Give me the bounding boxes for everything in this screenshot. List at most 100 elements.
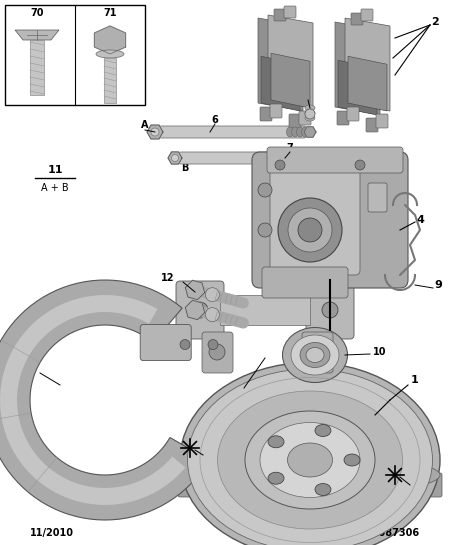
Text: 71: 71 bbox=[103, 8, 117, 18]
Polygon shape bbox=[169, 153, 181, 163]
Text: 12: 12 bbox=[161, 273, 175, 283]
Ellipse shape bbox=[306, 348, 324, 362]
Ellipse shape bbox=[305, 110, 315, 116]
Circle shape bbox=[278, 198, 342, 262]
Ellipse shape bbox=[96, 50, 124, 58]
FancyBboxPatch shape bbox=[260, 107, 272, 121]
Circle shape bbox=[288, 208, 332, 252]
FancyBboxPatch shape bbox=[159, 126, 306, 138]
Text: 8: 8 bbox=[302, 90, 308, 100]
Circle shape bbox=[322, 302, 338, 318]
FancyBboxPatch shape bbox=[267, 147, 403, 173]
FancyBboxPatch shape bbox=[376, 114, 388, 128]
Circle shape bbox=[205, 288, 220, 302]
Ellipse shape bbox=[291, 335, 339, 375]
Ellipse shape bbox=[283, 328, 347, 383]
FancyBboxPatch shape bbox=[252, 152, 408, 288]
FancyBboxPatch shape bbox=[351, 13, 363, 25]
FancyBboxPatch shape bbox=[284, 6, 296, 18]
Ellipse shape bbox=[306, 153, 314, 163]
Text: 5: 5 bbox=[231, 385, 239, 395]
Text: 3: 3 bbox=[24, 365, 32, 375]
Polygon shape bbox=[335, 22, 380, 115]
Text: 70: 70 bbox=[408, 485, 422, 495]
Ellipse shape bbox=[287, 127, 293, 137]
Ellipse shape bbox=[300, 342, 330, 367]
Polygon shape bbox=[258, 18, 303, 111]
Circle shape bbox=[208, 340, 218, 349]
Text: 1: 1 bbox=[411, 375, 419, 385]
Text: 7: 7 bbox=[287, 143, 293, 153]
Circle shape bbox=[192, 302, 208, 318]
Circle shape bbox=[180, 340, 190, 349]
FancyBboxPatch shape bbox=[270, 165, 360, 275]
FancyBboxPatch shape bbox=[368, 183, 387, 212]
Circle shape bbox=[275, 160, 285, 170]
Circle shape bbox=[171, 154, 179, 161]
FancyBboxPatch shape bbox=[178, 473, 442, 497]
FancyBboxPatch shape bbox=[274, 9, 286, 21]
Ellipse shape bbox=[188, 369, 432, 545]
FancyBboxPatch shape bbox=[270, 104, 282, 118]
Text: A: A bbox=[141, 120, 149, 130]
Text: 11/2010: 11/2010 bbox=[30, 528, 74, 538]
Ellipse shape bbox=[302, 127, 309, 137]
FancyBboxPatch shape bbox=[202, 332, 233, 373]
Ellipse shape bbox=[311, 153, 319, 163]
Circle shape bbox=[151, 128, 159, 136]
Ellipse shape bbox=[268, 436, 284, 448]
Ellipse shape bbox=[344, 454, 360, 466]
Ellipse shape bbox=[260, 422, 360, 498]
Text: 9: 9 bbox=[434, 280, 442, 290]
Text: 11: 11 bbox=[47, 165, 63, 175]
FancyBboxPatch shape bbox=[361, 9, 373, 21]
FancyBboxPatch shape bbox=[299, 111, 311, 125]
FancyBboxPatch shape bbox=[176, 281, 224, 339]
Circle shape bbox=[298, 218, 322, 242]
FancyBboxPatch shape bbox=[104, 58, 116, 103]
FancyBboxPatch shape bbox=[140, 324, 191, 361]
Circle shape bbox=[355, 160, 365, 170]
Ellipse shape bbox=[245, 411, 375, 509]
FancyBboxPatch shape bbox=[366, 118, 378, 132]
Circle shape bbox=[258, 223, 272, 237]
Text: A + B: A + B bbox=[41, 183, 69, 193]
Polygon shape bbox=[0, 295, 185, 505]
Polygon shape bbox=[94, 26, 126, 54]
Polygon shape bbox=[261, 56, 300, 111]
Text: 00087306: 00087306 bbox=[366, 528, 420, 538]
FancyBboxPatch shape bbox=[302, 332, 333, 373]
Ellipse shape bbox=[297, 127, 303, 137]
Polygon shape bbox=[271, 53, 310, 108]
FancyBboxPatch shape bbox=[30, 40, 44, 95]
FancyBboxPatch shape bbox=[220, 295, 310, 325]
Text: 6: 6 bbox=[212, 115, 218, 125]
Text: 2: 2 bbox=[431, 17, 439, 27]
Ellipse shape bbox=[315, 483, 331, 495]
Circle shape bbox=[309, 344, 325, 360]
Ellipse shape bbox=[305, 115, 315, 121]
Polygon shape bbox=[324, 153, 336, 163]
FancyBboxPatch shape bbox=[306, 281, 354, 339]
Polygon shape bbox=[0, 280, 209, 520]
Polygon shape bbox=[268, 15, 313, 108]
Text: 70: 70 bbox=[30, 8, 44, 18]
FancyBboxPatch shape bbox=[5, 5, 145, 105]
FancyBboxPatch shape bbox=[179, 152, 326, 164]
FancyBboxPatch shape bbox=[289, 114, 301, 128]
Polygon shape bbox=[304, 127, 316, 137]
Text: 10: 10 bbox=[373, 347, 387, 357]
Circle shape bbox=[305, 109, 315, 119]
Ellipse shape bbox=[292, 127, 298, 137]
Ellipse shape bbox=[315, 425, 331, 437]
Polygon shape bbox=[147, 125, 163, 139]
Polygon shape bbox=[345, 18, 390, 111]
Polygon shape bbox=[185, 280, 205, 300]
Text: B: B bbox=[181, 163, 189, 173]
Ellipse shape bbox=[180, 362, 440, 545]
Ellipse shape bbox=[316, 153, 324, 163]
Polygon shape bbox=[15, 30, 59, 40]
Polygon shape bbox=[338, 60, 377, 115]
Polygon shape bbox=[149, 127, 161, 137]
Circle shape bbox=[258, 183, 272, 197]
